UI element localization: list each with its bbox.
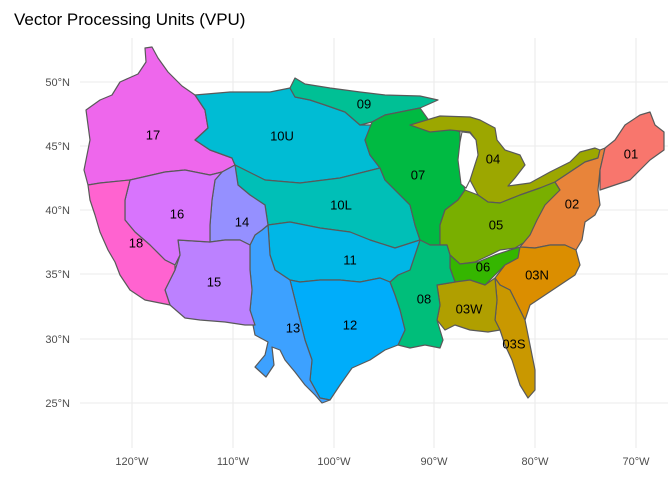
- region-02: [519, 147, 606, 251]
- region-label: 11: [343, 252, 357, 267]
- y-tick-label: 45°N: [45, 141, 70, 153]
- region-label: 15: [207, 274, 221, 289]
- region-label: 17: [146, 127, 160, 142]
- region-label: 16: [170, 206, 184, 221]
- x-tick-label: 100°W: [317, 456, 351, 468]
- region-label: 10L: [330, 197, 352, 212]
- region-label: 14: [235, 214, 249, 229]
- y-tick-label: 35°N: [45, 269, 70, 281]
- x-tick-label: 110°W: [217, 456, 250, 468]
- regions: [83, 46, 665, 404]
- region-label: 07: [411, 167, 425, 182]
- region-label: 09: [357, 96, 371, 111]
- lake-michigan: [457, 131, 479, 189]
- region-label: 03N: [525, 267, 549, 282]
- region-01: [599, 111, 665, 191]
- x-tick-label: 90°W: [420, 456, 448, 468]
- region-label: 18: [129, 235, 143, 250]
- region-label: 13: [286, 320, 300, 335]
- region-labels: 01 02 03N 03S 03W 04 05 06 07 08 09 10L 10U 11 12 13 14 1…: [129, 96, 638, 351]
- region-label: 10U: [270, 128, 294, 143]
- region-18: [87, 179, 176, 306]
- region-label: 06: [476, 259, 490, 274]
- y-tick-label: 30°N: [45, 334, 70, 346]
- region-label: 04: [486, 151, 500, 166]
- region-label: 01: [624, 146, 638, 161]
- region-label: 03W: [456, 301, 483, 316]
- region-label: 05: [489, 217, 503, 232]
- y-tick-label: 40°N: [45, 205, 70, 217]
- x-tick-label: 70°W: [622, 456, 650, 468]
- axis-labels: 120°W 110°W 100°W 90°W 80°W 70°W 50°N 45°N 40°N 3…: [45, 77, 650, 468]
- region-label: 03S: [502, 336, 525, 351]
- x-tick-label: 120°W: [115, 456, 149, 468]
- map-title: Vector Processing Units (VPU): [14, 10, 246, 29]
- region-label: 12: [343, 317, 357, 332]
- x-tick-label: 80°W: [521, 456, 549, 468]
- y-tick-label: 25°N: [45, 398, 70, 410]
- region-label: 02: [565, 196, 579, 211]
- region-03w: [436, 277, 501, 333]
- y-tick-label: 50°N: [45, 77, 70, 89]
- region-label: 08: [417, 291, 431, 306]
